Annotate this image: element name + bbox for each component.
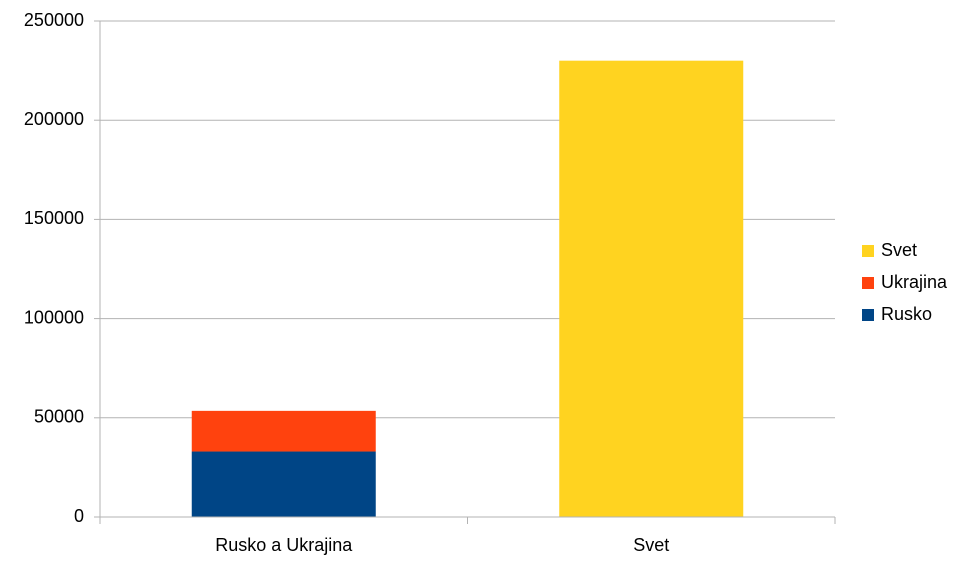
legend-label: Ukrajina xyxy=(881,272,948,292)
legend-swatch xyxy=(862,277,874,289)
bar-segment xyxy=(559,60,744,518)
y-tick-label: 200000 xyxy=(24,109,84,129)
bar-segment xyxy=(191,410,376,452)
legend-swatch xyxy=(862,309,874,321)
legend-label: Svet xyxy=(881,240,917,260)
y-tick-label: 250000 xyxy=(24,10,84,30)
legend-swatch xyxy=(862,245,874,257)
x-tick-label: Rusko a Ukrajina xyxy=(215,535,353,555)
x-tick-label: Svet xyxy=(633,535,669,555)
y-tick-label: 100000 xyxy=(24,307,84,327)
legend-label: Rusko xyxy=(881,304,932,324)
y-tick-label: 50000 xyxy=(34,407,84,427)
bar-segment xyxy=(191,451,376,517)
y-tick-label: 150000 xyxy=(24,208,84,228)
y-tick-label: 0 xyxy=(74,506,84,526)
